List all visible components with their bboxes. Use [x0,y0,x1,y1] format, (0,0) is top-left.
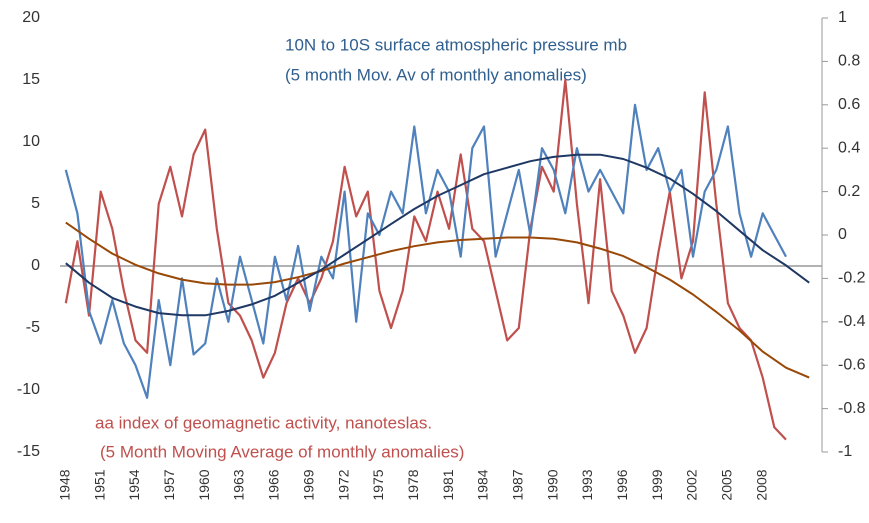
y2-tick-label: -0.4 [838,313,866,330]
y-tick-label: -10 [17,381,40,398]
x-tick-label: 1966 [266,469,282,500]
y2-tick-label: 0.6 [838,96,860,113]
x-tick-label: 1981 [440,469,456,500]
x-tick-label: 1990 [544,469,560,500]
x-tick-label: 1954 [126,469,142,500]
x-tick-label: 1957 [161,469,177,500]
x-tick-label: 2005 [719,469,735,500]
annotation: (5 Month Moving Average of monthly anoma… [100,442,464,461]
y2-tick-label: 0 [838,226,847,243]
y2-tick-label: 0.2 [838,183,860,200]
annotation: 10N to 10S surface atmospheric pressure … [285,35,627,54]
y2-tick-label: -1 [838,443,852,460]
x-tick-label: 1993 [579,469,595,500]
x-tick-label: 1960 [196,469,212,500]
y2-tick-label: -0.6 [838,356,866,373]
y2-tick-label: 0.4 [838,139,860,156]
y2-tick-label: 1 [838,9,847,26]
x-tick-label: 2008 [753,469,769,500]
y2-tick-label: -0.8 [838,400,866,417]
x-tick-label: 1984 [475,469,491,500]
annotation: (5 month Mov. Av of monthly anomalies) [285,65,587,84]
x-tick-label: 1963 [231,469,247,500]
x-tick-label: 2002 [684,469,700,500]
x-tick-label: 1969 [300,469,316,500]
trend-line [65,221,810,379]
y-tick-label: -5 [26,319,40,336]
y-tick-label: 0 [31,257,40,274]
data-line [64,78,787,441]
x-tick-label: 1987 [510,469,526,500]
y-tick-label: 15 [22,71,40,88]
x-tick-label: 1948 [57,469,73,500]
x-tick-label: 1975 [370,469,386,500]
y2-tick-label: -0.2 [838,270,866,287]
y-tick-label: 20 [22,9,40,26]
trend-line [65,153,810,317]
y-tick-label: -15 [17,443,40,460]
y-tick-label: 10 [22,133,40,150]
y-tick-label: 5 [31,195,40,212]
x-tick-label: 1951 [91,469,107,500]
x-tick-label: 1996 [614,469,630,500]
y2-tick-label: 0.8 [838,53,860,70]
x-tick-label: 1978 [405,469,421,500]
annotation: aa index of geomagnetic activity, nanote… [95,413,432,432]
x-tick-label: 1972 [335,469,351,500]
x-tick-label: 1999 [649,469,665,500]
